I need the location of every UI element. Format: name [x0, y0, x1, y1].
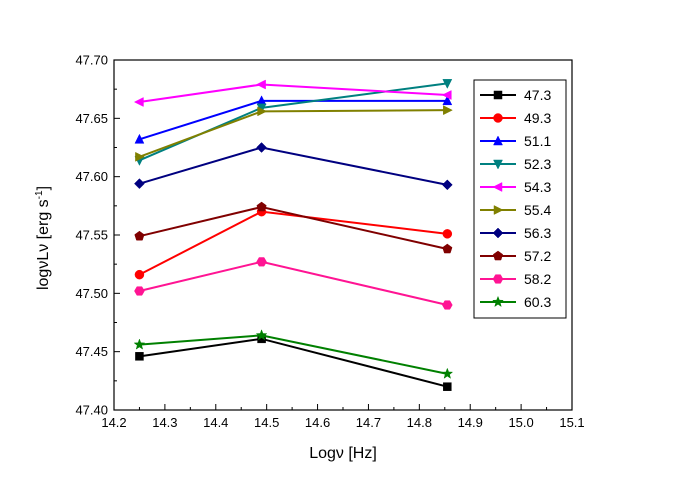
series-line	[139, 337, 448, 388]
legend-entry: 55.4	[480, 202, 551, 218]
data-point	[443, 382, 452, 391]
series-47-3	[135, 334, 452, 391]
legend-entry: 49.3	[480, 110, 551, 126]
series-line	[139, 146, 448, 186]
y-tick-label: 47.65	[75, 111, 108, 126]
legend: 47.3 49.3 51.1 52.3 54.3 55.4 56.3 57.2 58.2 60.3	[473, 79, 567, 319]
series-51-1	[134, 95, 453, 144]
series-line	[138, 210, 448, 276]
legend-label: 51.1	[524, 133, 551, 149]
x-tick-label: 14.3	[152, 415, 177, 430]
y-tick-label: 47.50	[75, 286, 108, 301]
series-55-4	[135, 105, 453, 162]
data-point	[256, 257, 267, 267]
data-point	[133, 338, 146, 350]
x-tick-label: 14.5	[254, 415, 279, 430]
data-point	[443, 105, 453, 116]
data-point	[256, 201, 267, 212]
x-tick-label: 14.9	[458, 415, 483, 430]
legend-label: 60.3	[524, 294, 551, 310]
series-line	[139, 260, 448, 306]
legend-label: 58.2	[524, 271, 551, 287]
legend-label: 54.3	[524, 179, 551, 195]
legend-box	[473, 79, 567, 319]
y-tick-label: 47.60	[75, 169, 108, 184]
legend-label: 57.2	[524, 248, 551, 264]
legend-label: 49.3	[524, 110, 551, 126]
legend-entry: 47.3	[480, 87, 551, 103]
legend-swatch-marker	[493, 135, 503, 146]
legend-swatch-marker	[492, 250, 504, 261]
legend-entry: 60.3	[480, 294, 551, 310]
y-axis-title: logνLν [erg s-1]	[34, 186, 52, 290]
legend-label: 47.3	[524, 87, 551, 103]
data-point	[134, 133, 145, 144]
series-56-3	[134, 142, 453, 191]
x-tick-label: 14.7	[356, 415, 381, 430]
legend-entry: 54.3	[480, 179, 551, 195]
data-point	[257, 106, 268, 117]
legend-swatch-marker	[492, 227, 504, 239]
series-60-3	[133, 329, 454, 379]
legend-entry: 56.3	[480, 225, 551, 241]
series-line	[139, 109, 448, 158]
y-tick-label: 47.45	[75, 344, 108, 359]
legend-label: 55.4	[524, 202, 551, 218]
data-point	[441, 179, 453, 191]
legend-swatch-marker	[492, 182, 503, 192]
series-58-2	[134, 257, 453, 310]
data-point	[442, 95, 453, 106]
legend-label: 52.3	[524, 156, 551, 172]
data-point	[134, 286, 145, 296]
legend-swatch-marker	[493, 113, 503, 123]
y-tick-label: 47.55	[75, 228, 108, 243]
data-point	[442, 243, 453, 254]
x-tick-label: 15.1	[559, 415, 584, 430]
data-point	[135, 151, 146, 162]
legend-entry: 51.1	[480, 133, 551, 149]
data-point	[133, 97, 144, 107]
x-tick-label: 15.0	[508, 415, 533, 430]
data-point	[256, 79, 266, 90]
series-54-3	[133, 79, 452, 107]
data-point	[442, 229, 453, 239]
data-point	[442, 300, 453, 310]
y-axis-title-sup: -1	[34, 190, 45, 199]
legend-swatch-marker	[492, 295, 504, 308]
x-tick-label: 14.6	[305, 415, 330, 430]
x-axis-title: Logν [Hz]	[309, 445, 377, 462]
y-tick-label: 47.40	[75, 403, 108, 418]
data-point	[441, 367, 454, 379]
series-line	[139, 83, 448, 103]
legend-swatch-marker	[492, 274, 504, 284]
data-point	[134, 269, 145, 280]
y-tick-label: 47.70	[75, 53, 108, 68]
series-line	[139, 334, 448, 375]
data-point	[255, 329, 268, 341]
x-tick-label: 14.2	[101, 415, 126, 430]
data-point	[256, 142, 267, 153]
legend-swatch-marker	[493, 90, 503, 100]
legend-entry: 57.2	[480, 248, 551, 264]
x-tick-label: 14.8	[407, 415, 432, 430]
legend-swatch-marker	[493, 159, 503, 170]
data-point	[441, 90, 452, 100]
data-point	[134, 178, 145, 190]
data-point	[135, 352, 144, 361]
legend-label: 56.3	[524, 225, 551, 241]
series-line	[139, 99, 448, 141]
x-tick-label: 14.4	[203, 415, 228, 430]
y-axis-title-end: ]	[35, 186, 52, 190]
legend-entry: 52.3	[480, 156, 551, 172]
legend-entry: 58.2	[480, 271, 551, 287]
legend-swatch-marker	[493, 205, 504, 215]
series-57-2	[134, 201, 453, 254]
y-axis-title-main: logνLν [erg s	[35, 199, 52, 290]
data-point	[442, 79, 453, 89]
data-point	[134, 230, 145, 241]
